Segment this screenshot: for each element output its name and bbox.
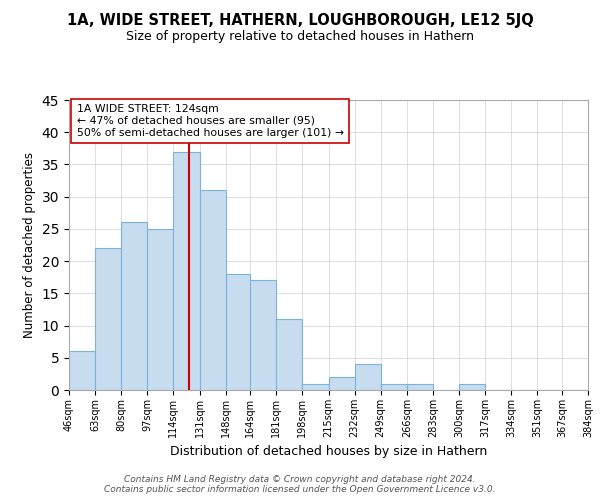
Bar	[381, 384, 407, 390]
Bar	[200, 190, 226, 390]
Bar	[250, 280, 276, 390]
Bar	[121, 222, 148, 390]
Bar	[173, 152, 200, 390]
Bar	[226, 274, 250, 390]
X-axis label: Distribution of detached houses by size in Hathern: Distribution of detached houses by size …	[170, 446, 487, 458]
Bar	[69, 352, 95, 390]
Bar	[302, 384, 329, 390]
Bar	[355, 364, 381, 390]
Text: Size of property relative to detached houses in Hathern: Size of property relative to detached ho…	[126, 30, 474, 43]
Bar	[407, 384, 433, 390]
Text: 1A WIDE STREET: 124sqm
← 47% of detached houses are smaller (95)
50% of semi-det: 1A WIDE STREET: 124sqm ← 47% of detached…	[77, 104, 344, 138]
Text: 1A, WIDE STREET, HATHERN, LOUGHBOROUGH, LE12 5JQ: 1A, WIDE STREET, HATHERN, LOUGHBOROUGH, …	[67, 12, 533, 28]
Bar	[276, 319, 302, 390]
Bar	[95, 248, 121, 390]
Text: Contains HM Land Registry data © Crown copyright and database right 2024.
Contai: Contains HM Land Registry data © Crown c…	[104, 474, 496, 494]
Bar	[459, 384, 485, 390]
Bar	[148, 229, 173, 390]
Y-axis label: Number of detached properties: Number of detached properties	[23, 152, 36, 338]
Bar	[329, 377, 355, 390]
